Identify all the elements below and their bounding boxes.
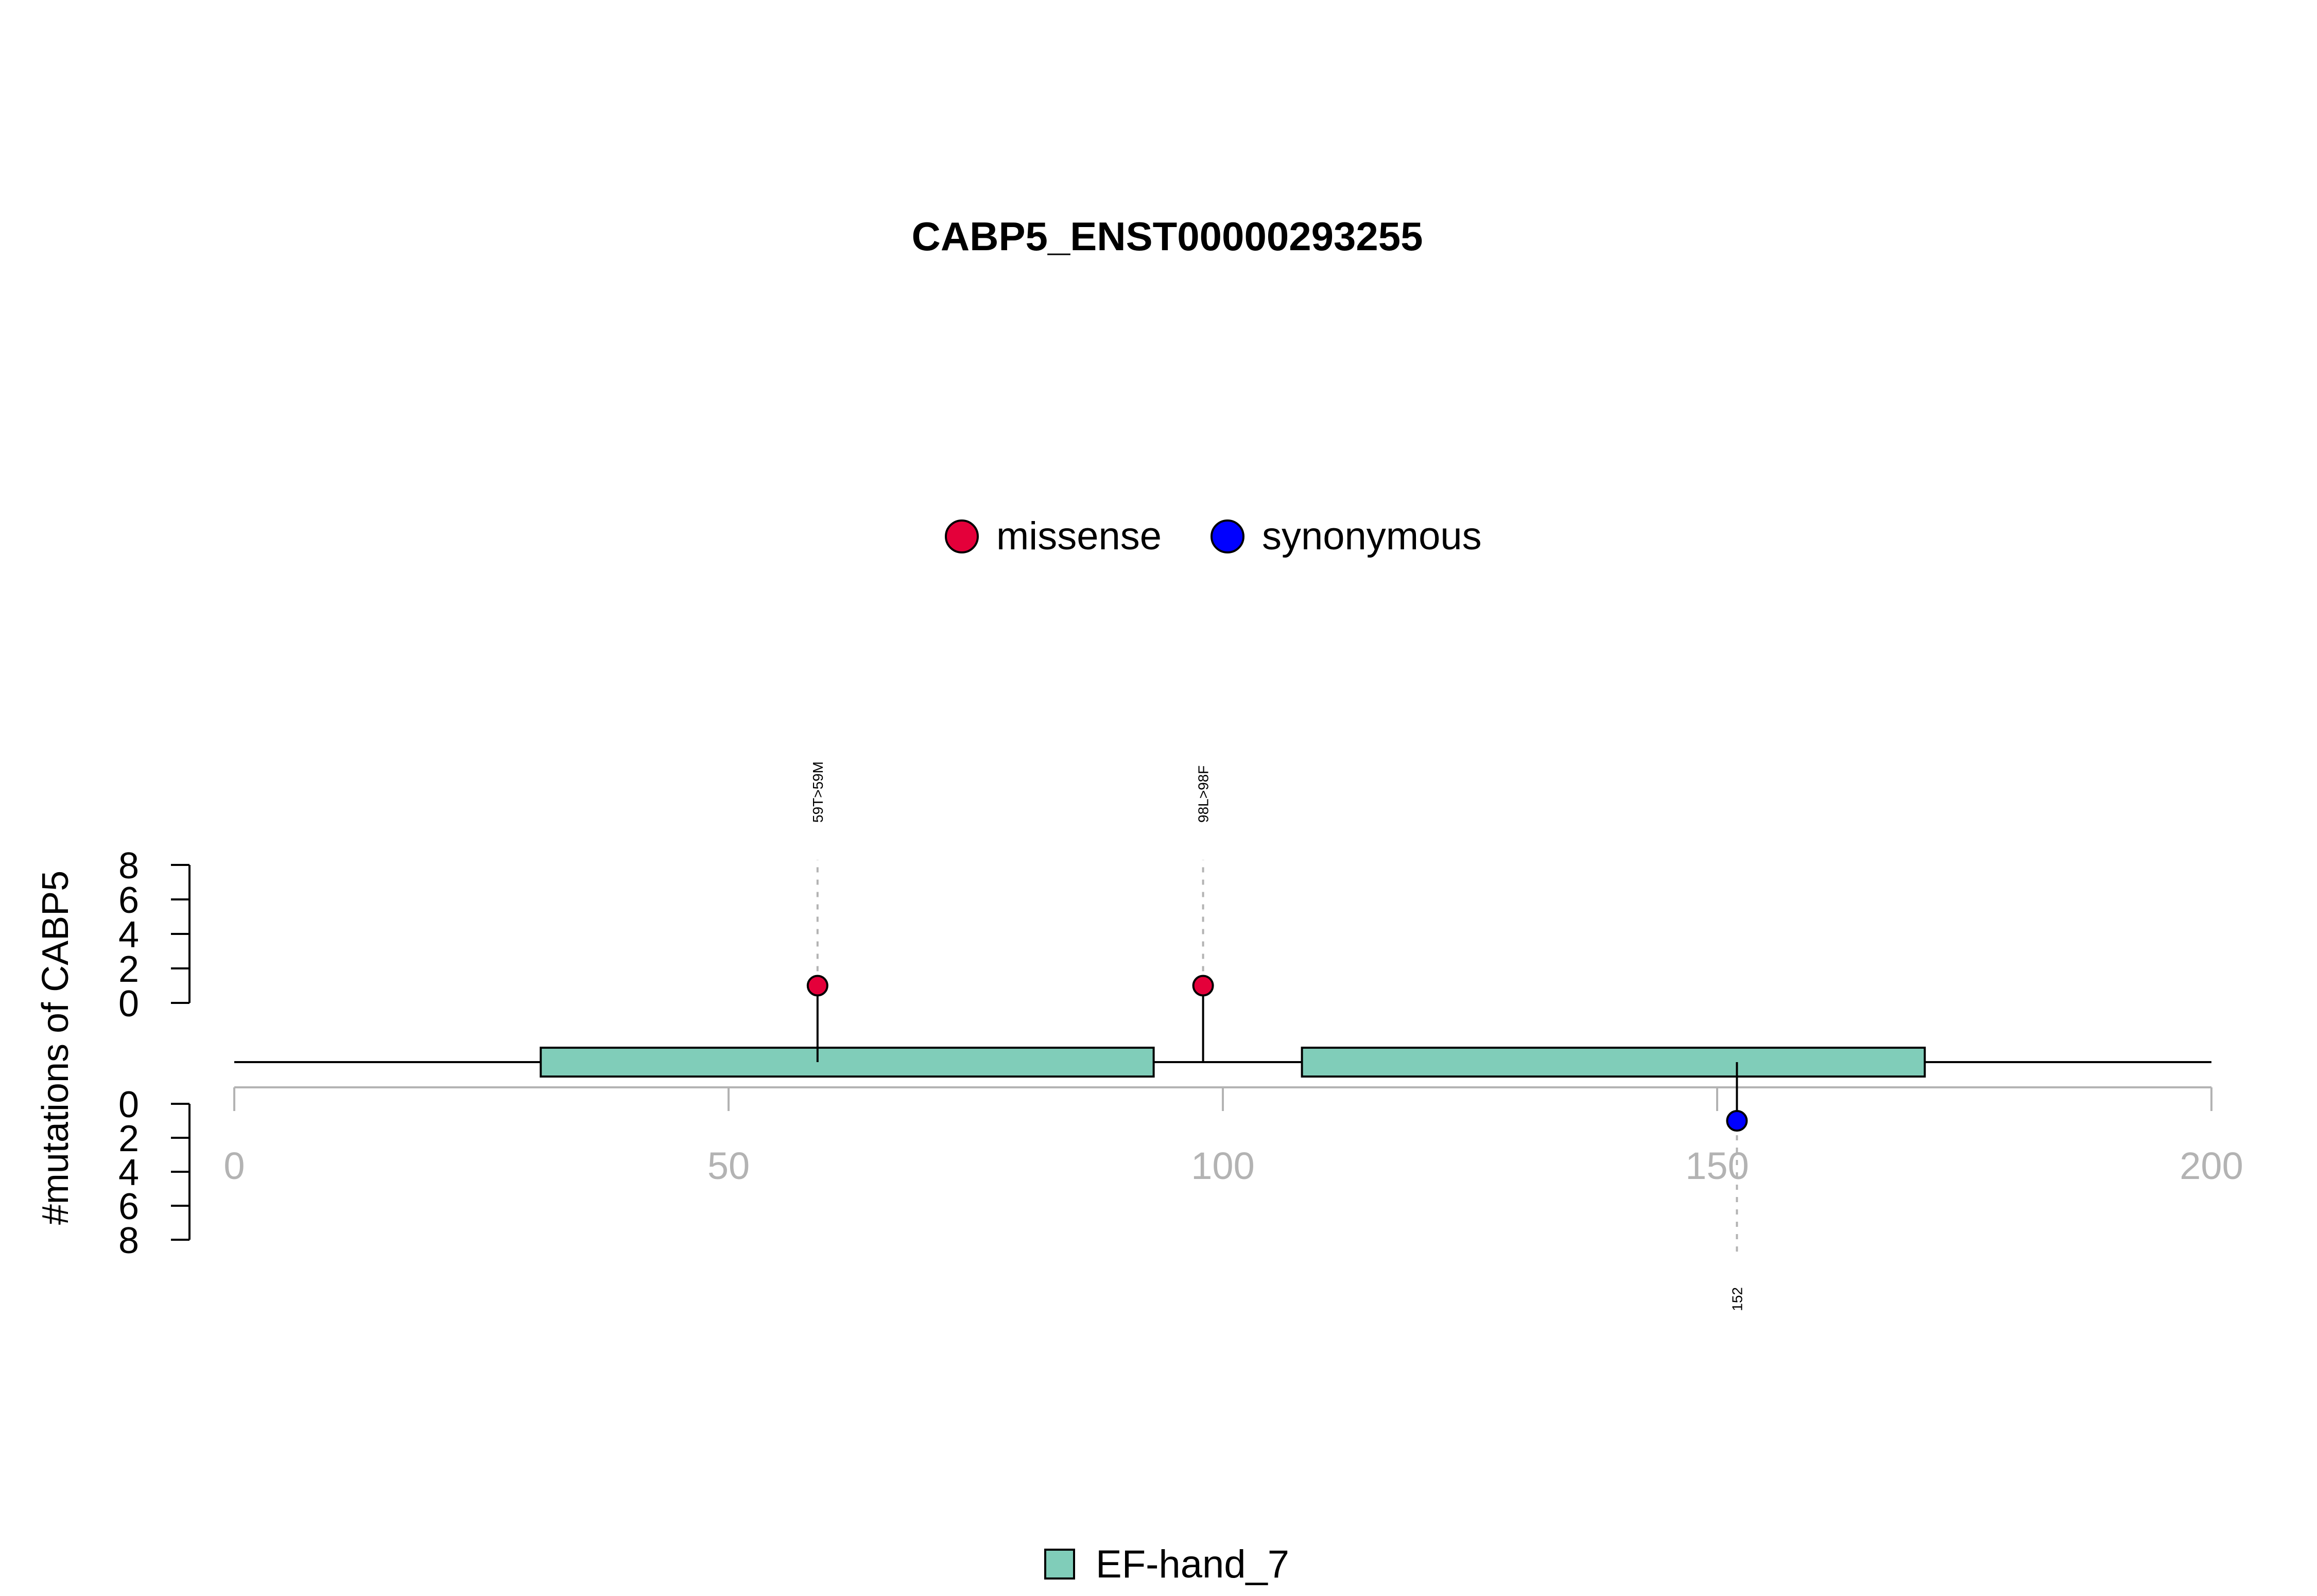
y-tick-label-bottom: 4 (118, 1152, 139, 1193)
protein-domains (540, 1047, 1926, 1078)
y-tick-label-top: 2 (118, 949, 139, 990)
mutation-legend: missense synonymous (945, 514, 1482, 558)
mutation-lollipops: 59T>59M 98L>98F 152 (806, 761, 1748, 1311)
y-tick-label-bottom: 8 (118, 1220, 139, 1261)
x-tick-label: 200 (2180, 1144, 2243, 1187)
x-axis: 0 50 100 150 200 (223, 1086, 2243, 1187)
mutation-label: 98L>98F (1196, 766, 1212, 823)
legend-marker-synonymous (1211, 519, 1244, 553)
y-tick-label-top: 4 (118, 914, 139, 956)
x-tick-label: 50 (707, 1144, 750, 1187)
chart-title: CABP5_ENST00000293255 (912, 214, 1423, 259)
mutation-label: 152 (1729, 1287, 1745, 1311)
y-tick-label-bottom: 6 (118, 1186, 139, 1227)
x-tick-label: 100 (1191, 1144, 1254, 1187)
x-tick-label: 150 (1685, 1144, 1749, 1187)
domain-legend-swatch (1044, 1549, 1075, 1580)
y-tick-label-top: 0 (118, 983, 139, 1025)
lollipop-head-missense (806, 975, 828, 997)
domain-legend-label: EF-hand_7 (1096, 1542, 1289, 1586)
legend-label-missense: missense (996, 514, 1162, 558)
lollipop-head-missense (1192, 975, 1214, 997)
y-tick-label-top: 6 (118, 880, 139, 921)
domain-legend: EF-hand_7 (1044, 1542, 1289, 1586)
legend-marker-missense (945, 519, 979, 553)
mutation-label: 59T>59M (810, 761, 826, 823)
domain-box-EF-hand_7 (1301, 1047, 1926, 1078)
lollipop-head-synonymous (1726, 1110, 1748, 1132)
y-tick-label-top: 8 (118, 845, 139, 887)
x-tick-label: 0 (223, 1144, 245, 1187)
y-axis-label: #mutations of CABP5 (35, 871, 76, 1225)
domain-box-EF-hand_7 (540, 1047, 1155, 1078)
legend-label-synonymous: synonymous (1262, 514, 1482, 558)
y-tick-label-bottom: 2 (118, 1118, 139, 1159)
y-tick-label-bottom: 0 (118, 1084, 139, 1125)
